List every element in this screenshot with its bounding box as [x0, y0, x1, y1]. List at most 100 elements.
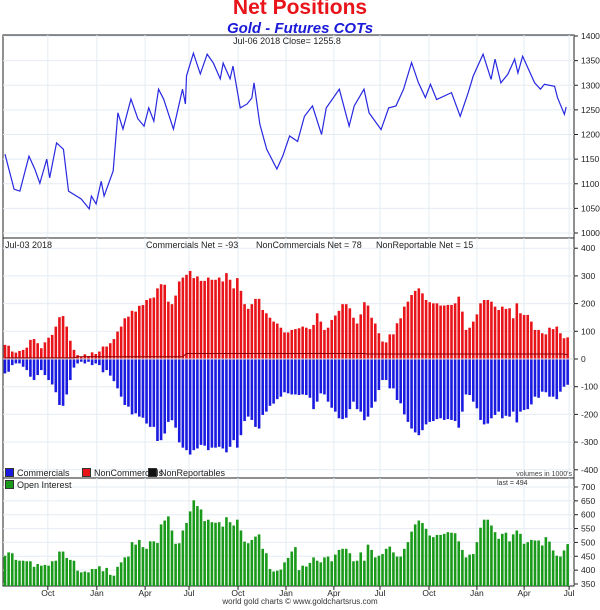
commercials-bar [119, 359, 123, 397]
commercials-bar [286, 359, 290, 394]
commercials-bar [130, 359, 134, 415]
commercials-bar [312, 359, 315, 410]
noncommercials-bar [522, 314, 526, 359]
commercials-bar [14, 359, 18, 364]
open-interest-bar [450, 532, 453, 586]
open-interest-bar [355, 560, 359, 586]
commercials-bar [25, 359, 29, 371]
noncommercials-bar [239, 290, 243, 359]
commercials-bar [511, 359, 515, 412]
noncommercials-bar [475, 314, 479, 359]
open-interest-bar [246, 543, 250, 586]
commercials-bar [69, 359, 72, 381]
open-interest-bar [40, 565, 43, 586]
commercials-bar [228, 359, 232, 447]
open-interest-bar [348, 553, 352, 586]
noncommercials-bar [21, 349, 25, 359]
y-tick-label: 1400 [581, 31, 600, 41]
open-interest-bar [181, 530, 185, 586]
open-interest-bar [432, 537, 435, 586]
noncommercials-bar [170, 304, 174, 359]
commercials-bar [410, 359, 413, 429]
commercials-bar [377, 359, 381, 391]
open-interest-bar [410, 531, 413, 586]
commercials-bar [79, 359, 83, 362]
y-tick-label: 1350 [581, 56, 600, 66]
open-interest-bar [290, 551, 294, 586]
commercials-bar [123, 359, 127, 405]
volumes-note: volumes in 1000's [516, 471, 572, 478]
noncommercials-bar [312, 324, 315, 359]
y-tick-label: 500 [581, 537, 595, 547]
open-interest-bar [421, 523, 424, 586]
noncommercials-bar [428, 302, 432, 359]
noncommercials-bar [199, 280, 203, 359]
open-interest-bar [486, 519, 490, 586]
noncommercials-bar [141, 304, 145, 359]
noncommercials-bar [479, 303, 482, 359]
noncommercials-bar [337, 310, 341, 359]
open-interest-bar [439, 534, 442, 586]
noncommercials-bar [413, 290, 417, 359]
commercials-bar [566, 359, 569, 385]
y-tick-label: -300 [581, 437, 598, 447]
commercials-bar [40, 359, 43, 371]
commercials-bar [562, 359, 566, 387]
noncommercials-bar [530, 321, 533, 359]
commercials-bar [167, 359, 170, 422]
noncommercials-bar [58, 317, 61, 359]
noncommercials-bar [435, 303, 439, 359]
open-interest-bar [526, 542, 530, 586]
open-interest-bar [286, 557, 290, 586]
noncommercials-bar [257, 298, 261, 359]
open-interest-bar [188, 511, 192, 586]
open-interest-bar [145, 548, 148, 586]
noncommercials-bar [50, 334, 54, 359]
noncommercials-bar [355, 323, 359, 359]
commercials-bar [214, 359, 217, 448]
noncommercials-bar [344, 304, 348, 359]
x-tick-label: Jan [90, 588, 104, 598]
noncommercials-bar [159, 284, 163, 359]
commercials-bar [61, 359, 65, 406]
commercials-bar [548, 359, 551, 397]
open-interest-bar [206, 519, 210, 586]
commercials-bar [3, 359, 7, 374]
commercials-bar [493, 359, 497, 415]
commercials-bar [501, 359, 504, 419]
commercials-bar [461, 359, 464, 412]
commercials-bar [145, 359, 148, 424]
commercials-bar [388, 359, 392, 389]
noncommercials-bar [548, 327, 551, 359]
open-interest-bar [428, 535, 432, 586]
open-interest-bar [377, 555, 381, 586]
commercials-bar [275, 359, 279, 400]
noncommercials-bar [508, 308, 511, 359]
legend-label: NonReportables [160, 468, 226, 478]
x-tick-label: Apr [517, 588, 530, 598]
commercials-bar [540, 359, 544, 392]
open-interest-bar [366, 544, 370, 586]
commercials-bar [254, 359, 257, 427]
noncommercials-bar [214, 279, 217, 359]
commercials-bar [334, 359, 337, 412]
commercials-bar [279, 359, 283, 397]
open-interest-bar [399, 556, 402, 586]
last-oi-label: last = 494 [497, 480, 528, 487]
noncommercials-bar [167, 301, 170, 359]
open-interest-bar [482, 519, 486, 586]
x-tick-label: Jul [564, 588, 575, 598]
noncommercials-bar [421, 293, 424, 359]
open-interest-bar [210, 522, 214, 586]
open-interest-bar [192, 500, 196, 586]
noncommercials-bar [501, 306, 504, 359]
open-interest-bar [65, 557, 69, 586]
noncommercials-bar [275, 323, 279, 359]
commercials-bar [246, 359, 250, 417]
noncommercials-bar [326, 327, 330, 359]
commercials-bar [236, 359, 239, 448]
commercials-bar [18, 359, 21, 364]
y-tick-label: 700 [581, 482, 595, 492]
noncommercials-bar [98, 351, 101, 359]
open-interest-bar [301, 565, 304, 586]
